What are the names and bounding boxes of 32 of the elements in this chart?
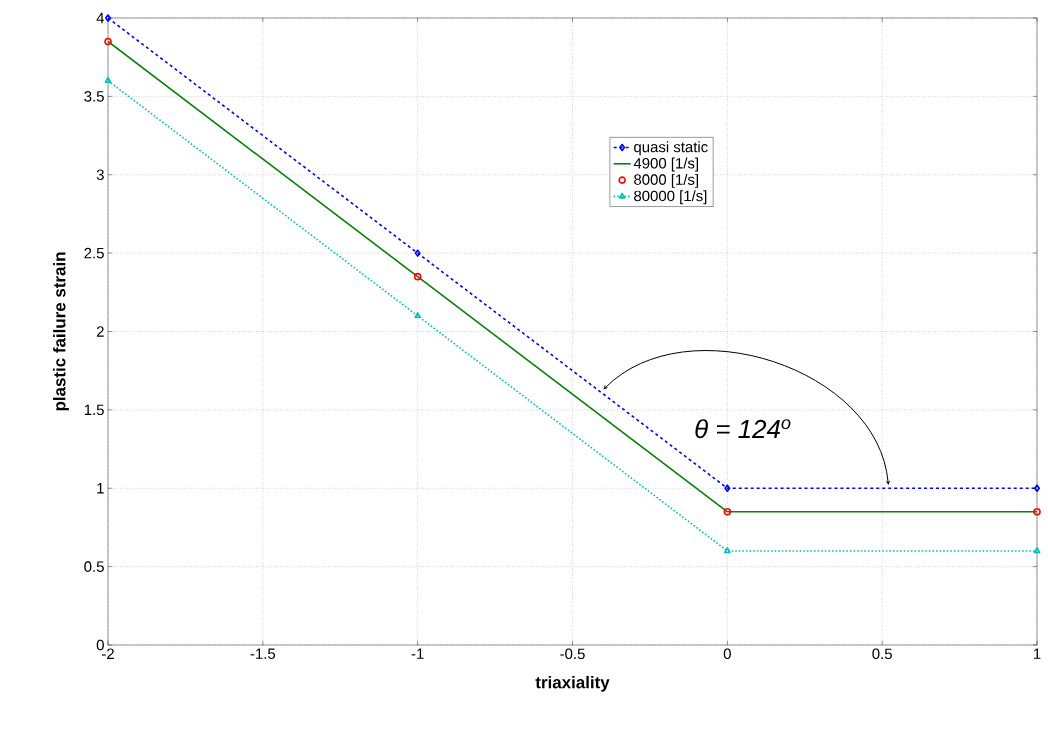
- point: [724, 484, 731, 493]
- x-axis-title: triaxiality: [535, 675, 610, 692]
- y-tick-label: 0.5: [84, 561, 104, 572]
- x-tick-label: -0.5: [560, 648, 585, 660]
- legend-label: 4900 [1/s]: [633, 157, 698, 172]
- legend-label: 80000 [1/s]: [634, 190, 707, 205]
- point: [1033, 484, 1041, 493]
- y-tick-label: 0: [96, 639, 104, 651]
- y-axis-title: plastic failure strain: [53, 252, 69, 411]
- point: [104, 37, 112, 46]
- y-tick-label: 4: [96, 12, 105, 24]
- x-tick-label: -2: [102, 648, 114, 659]
- y-tick-label: 2: [96, 326, 104, 337]
- point: [104, 76, 112, 83]
- x-tick-label: -1: [411, 648, 424, 659]
- y-tick-label: 3: [96, 169, 104, 181]
- y-tick-label: 1: [97, 483, 104, 494]
- point: [723, 507, 732, 516]
- y-tick-label: 2.5: [84, 247, 104, 259]
- legend-label: 8000 [1/s]: [634, 173, 698, 188]
- annotation: θ = 124$^{o}$: [695, 419, 791, 439]
- y-tick-label: 1.5: [84, 404, 104, 416]
- legend-label: quasi static: [634, 141, 708, 156]
- x-tick-label: -1.5: [250, 648, 276, 659]
- point: [1033, 507, 1041, 516]
- x-tick-label: 0: [723, 648, 731, 660]
- point: [413, 272, 422, 281]
- point: [104, 14, 112, 22]
- x-tick-label: 1: [1034, 648, 1041, 659]
- x-tick-label: 0.5: [872, 648, 892, 660]
- y-tick-label: 3.5: [84, 91, 104, 102]
- point: [414, 249, 421, 257]
